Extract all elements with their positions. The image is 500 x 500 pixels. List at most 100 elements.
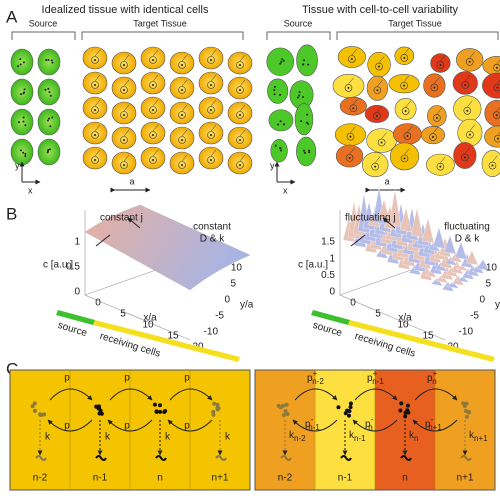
molecule [24,152,27,155]
molecule [19,93,22,96]
cell [140,121,166,145]
receptor [432,126,439,134]
molecule [210,134,212,136]
panel-label: B [6,204,17,223]
molecule [398,408,403,413]
cell [453,95,482,123]
panel-title: Tissue with cell-to-cell variability [302,4,459,16]
tick-label: 0 [74,287,80,298]
molecule [399,401,404,406]
cell [453,142,477,169]
nucleus [120,86,128,94]
base: k [289,430,295,441]
transport-arrow [109,388,153,401]
receptor [123,54,130,62]
cell-label: n+1 [212,473,229,484]
superscript: + [313,369,318,378]
surface-facet [430,278,444,287]
receptor [181,129,188,137]
tick-label: 5 [120,309,126,320]
receptor [403,75,410,82]
molecule [152,109,154,111]
molecule [348,156,351,159]
cell [456,48,484,72]
cell [169,76,195,100]
nucleus [91,106,99,114]
label: c [a.u.] [298,260,328,271]
cell [482,56,500,76]
nucleus [436,162,445,171]
cell [227,151,253,175]
receptor [181,79,188,87]
nucleus [236,111,244,119]
cell [389,142,420,171]
cell [10,78,34,106]
degraded [400,455,412,461]
label: k [45,432,51,443]
cell [82,46,108,70]
pointer [95,218,141,247]
molecule [350,58,353,61]
molecule [466,109,469,112]
surface-facet [443,234,457,255]
molecule [348,405,353,410]
panel-label: A [6,7,18,26]
molecule [403,414,408,419]
molecule [210,159,212,161]
nucleus [401,107,410,115]
molecule [463,408,468,413]
nucleus [207,81,215,89]
label: D & k [455,234,480,245]
receptor [375,156,381,163]
molecule [154,409,159,414]
receptor [440,54,446,62]
cell [332,73,365,98]
molecule [279,93,282,96]
surface-facet [424,269,438,278]
tick-label: 10 [231,263,243,274]
rate-label: p+ n [427,369,438,386]
label: x [283,185,288,195]
cell [140,96,166,120]
molecule [215,407,220,412]
molecule [273,93,276,96]
superscript: - [431,415,434,424]
degraded [95,455,107,461]
molecule [152,159,154,161]
transport-arrow [107,419,153,432]
molecule [50,59,53,62]
nucleus [400,154,409,163]
receptor [123,129,130,137]
nucleus [346,132,355,141]
molecule [281,413,286,418]
label: k [225,432,231,443]
nucleus [207,106,215,114]
molecule [279,147,282,150]
base: p [307,373,313,384]
molecule [181,89,183,91]
cell-label: n-1 [338,473,353,484]
molecule [22,120,25,123]
receptor [152,99,159,107]
cell-label: n [402,473,408,484]
cell [169,126,195,150]
receptor [239,104,246,112]
molecule [94,404,99,409]
subscript: n [432,377,436,386]
subscript: n+1 [428,423,442,432]
molecule [19,63,22,66]
molecule [42,412,47,417]
tick-label: 5 [375,309,381,320]
molecule [158,409,163,414]
label: p [184,373,190,384]
molecule [38,412,43,417]
molecule [432,136,435,139]
label: x/a [143,313,157,324]
cell [423,73,446,98]
cell [169,51,195,75]
cell [140,71,166,95]
molecule [22,61,25,64]
receptor [210,99,217,107]
tick-label: 5 [230,279,236,290]
